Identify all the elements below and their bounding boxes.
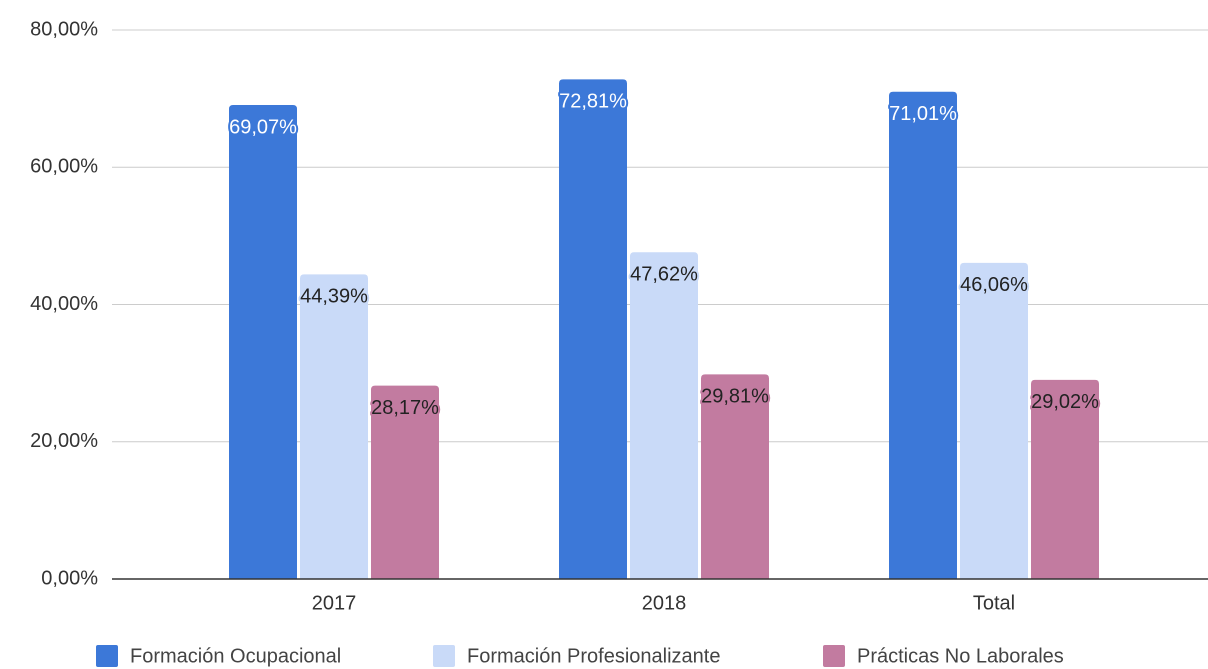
x-tick-label: 2017 <box>312 592 357 614</box>
bar <box>559 79 627 580</box>
value-label: 69,07% <box>229 116 297 138</box>
x-tick-label: Total <box>973 592 1015 614</box>
value-label: 44,39% <box>300 286 368 308</box>
value-label: 29,02% <box>1031 391 1099 413</box>
y-tick-label: 40,00% <box>30 293 98 315</box>
value-label: 28,17% <box>371 397 439 419</box>
legend-label: Prácticas No Laborales <box>857 645 1064 667</box>
value-label: 72,81% <box>559 91 627 113</box>
bar <box>300 274 368 579</box>
x-tick-label: 2018 <box>642 592 687 614</box>
value-label: 46,06% <box>960 274 1028 296</box>
bar <box>371 385 439 579</box>
legend-swatch <box>433 645 455 667</box>
value-label: 29,81% <box>701 386 769 408</box>
value-label: 47,62% <box>630 263 698 285</box>
legend-label: Formación Ocupacional <box>130 645 341 667</box>
legend-swatch <box>823 645 845 667</box>
y-tick-label: 0,00% <box>41 567 98 589</box>
bar <box>630 252 698 579</box>
bar <box>701 374 769 579</box>
value-label: 71,01% <box>889 103 957 125</box>
y-tick-label: 60,00% <box>30 156 98 178</box>
legend-label: Formación Profesionalizante <box>467 645 720 667</box>
legend-swatch <box>96 645 118 667</box>
y-tick-label: 20,00% <box>30 430 98 452</box>
bar <box>1031 379 1099 579</box>
bar <box>229 105 297 579</box>
y-tick-label: 80,00% <box>30 18 98 40</box>
bar <box>960 262 1028 579</box>
bar <box>889 91 957 579</box>
